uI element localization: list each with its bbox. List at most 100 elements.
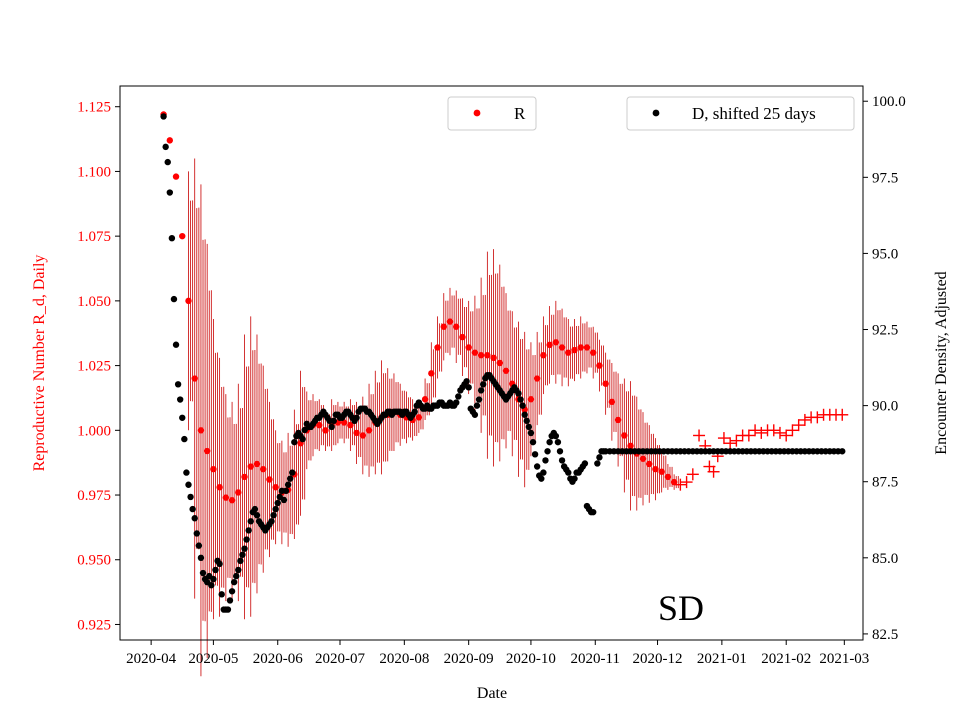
d-point (185, 481, 192, 488)
r-point (571, 346, 578, 354)
r-point (627, 442, 634, 450)
r-point (428, 370, 435, 377)
plot-frame (119, 85, 864, 641)
r-point (185, 297, 192, 305)
d-point (531, 451, 539, 458)
r-point (228, 497, 236, 504)
d-point (465, 384, 472, 391)
d-point (239, 551, 246, 558)
r-point (197, 427, 205, 434)
d-point (187, 493, 194, 501)
r-plus-point (798, 413, 811, 426)
d-point (247, 518, 254, 525)
r-point (596, 362, 603, 369)
d-point (274, 499, 281, 507)
d-point (299, 435, 306, 443)
d-point (571, 475, 578, 482)
d-point (544, 448, 551, 455)
r-point (670, 478, 678, 486)
r-point (477, 352, 485, 359)
r-point (365, 427, 373, 434)
d-point (233, 572, 240, 580)
left-y-tick-label: 1.100 (77, 164, 111, 180)
d-point (554, 438, 562, 446)
left-y-tick-label: 0.950 (77, 553, 111, 569)
d-point (170, 295, 178, 303)
legend-d-marker (652, 109, 660, 117)
r-point (602, 380, 609, 387)
x-tick-label: 2021-01 (697, 651, 747, 667)
x-axis: 2020-04 2020-05 2020-06 2020-07 2020-08 2020-… (126, 640, 869, 667)
d-point (226, 597, 234, 604)
legend-d: D, shifted 25 days (626, 96, 855, 131)
d-point (272, 505, 279, 513)
d-point (224, 606, 232, 613)
d-series (160, 113, 846, 613)
d-point (540, 469, 547, 476)
r-point (614, 416, 622, 424)
r-plus-point (780, 429, 793, 442)
r-point (440, 323, 447, 330)
d-point (241, 545, 248, 552)
r-plus-point (836, 408, 849, 421)
r-plus-point (767, 424, 780, 437)
r-point (453, 323, 460, 330)
d-point (191, 515, 198, 522)
r-point (347, 421, 354, 429)
d-point (455, 393, 462, 400)
right-y-axis: 82.5 85.0 87.5 90.0 92.5 95.0 97.5 100.0 (863, 94, 906, 643)
r-point (247, 463, 254, 470)
r-point (546, 341, 553, 349)
r-point (558, 344, 566, 351)
r-plus-point (749, 424, 762, 437)
left-y-tick-label: 0.925 (77, 617, 111, 633)
d-point (529, 438, 537, 446)
annotation-sd: SD (658, 588, 704, 628)
d-point (284, 481, 292, 488)
r-point (216, 484, 223, 491)
d-point (463, 378, 470, 385)
d-point (533, 463, 541, 470)
r-point (235, 489, 242, 496)
d-point (181, 435, 188, 443)
x-tick-label: 2020-12 (633, 651, 683, 667)
r-point (172, 173, 180, 180)
r-point (446, 318, 454, 325)
x-tick-label: 2020-06 (253, 651, 303, 667)
d-point (479, 381, 487, 388)
d-point (160, 113, 167, 120)
right-y-tick-label: 97.5 (872, 170, 898, 186)
r-plus-point (717, 432, 730, 445)
d-point (179, 414, 186, 421)
d-point (210, 575, 217, 583)
d-point (193, 530, 200, 537)
r-plus-point (742, 429, 755, 442)
d-point (237, 557, 244, 565)
left-y-tick-label: 1.125 (77, 100, 111, 116)
r-point (658, 468, 665, 475)
d-point (517, 396, 524, 403)
r-plus-point (773, 426, 786, 439)
r-point (222, 494, 230, 501)
d-point (596, 454, 603, 461)
r-point (203, 447, 211, 455)
d-point (546, 438, 553, 446)
d-point (183, 469, 190, 476)
d-point (286, 475, 294, 482)
d-point (473, 402, 481, 409)
d-point (189, 505, 196, 513)
d-point (411, 408, 418, 415)
d-point (216, 560, 223, 568)
right-y-tick-label: 92.5 (872, 323, 898, 339)
x-tick-label: 2020-07 (315, 651, 365, 667)
r-plus-point (755, 426, 768, 439)
d-point (353, 414, 360, 421)
r-point (583, 344, 591, 351)
legend-r-box (447, 96, 537, 131)
d-point (268, 518, 275, 525)
left-y-axis-label: Reproductive Number R_d, Daily (31, 255, 48, 472)
d-point (228, 588, 236, 595)
d-point (289, 469, 296, 476)
r-point (527, 396, 535, 403)
